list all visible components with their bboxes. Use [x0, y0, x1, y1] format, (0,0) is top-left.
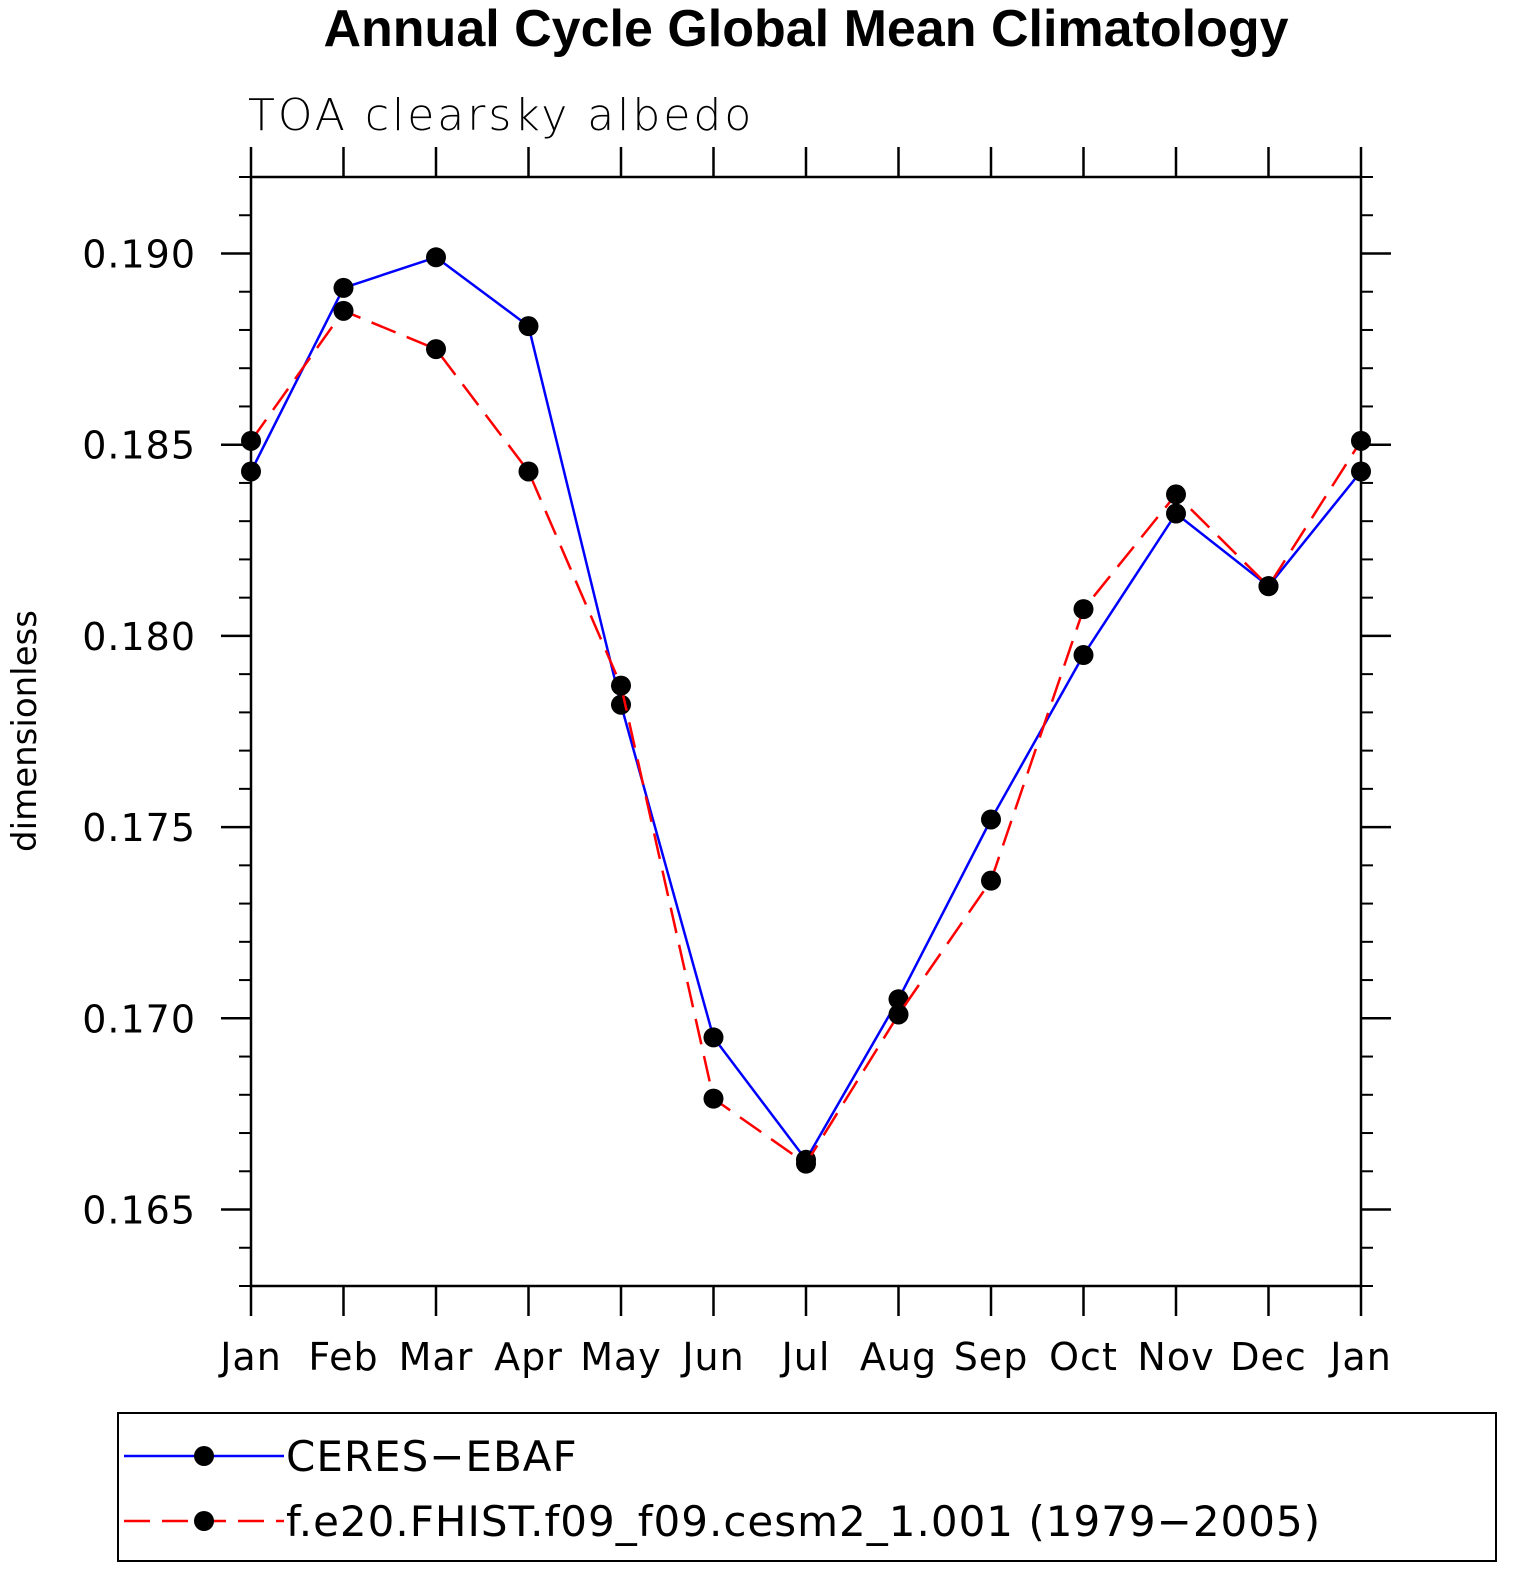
x-tick-label: Jun	[680, 1335, 744, 1379]
series-1	[241, 247, 1371, 1170]
data-point	[426, 339, 446, 360]
x-tick-label: Jan	[218, 1335, 282, 1379]
legend-label: f.e20.FHIST.f09_f09.cesm2_1.001 (1979−20…	[286, 1497, 1321, 1546]
series-line	[249, 256, 1362, 1162]
data-point	[703, 1027, 724, 1048]
data-point	[981, 809, 1001, 830]
data-point	[1166, 503, 1186, 524]
data-point	[888, 1004, 909, 1025]
data-point	[426, 247, 446, 268]
series-2	[241, 300, 1371, 1174]
legend-marker	[194, 1511, 214, 1531]
data-point	[611, 694, 631, 715]
legend-box	[117, 1412, 1497, 1562]
legend: CERES−EBAF f.e20.FHIST.f09_f09.cesm2_1.00…	[117, 1412, 1497, 1562]
data-point	[1073, 645, 1094, 666]
y-tick-label: 0.165	[82, 1189, 196, 1233]
data-point	[241, 461, 261, 482]
data-point	[1166, 484, 1186, 505]
data-point	[1351, 430, 1371, 451]
chart-subtitle: TOA clearsky albedo	[248, 90, 754, 141]
data-point	[1351, 461, 1371, 482]
x-tick-label: Oct	[1049, 1335, 1118, 1379]
x-tick-label: May	[580, 1335, 662, 1379]
x-tick-label: Feb	[308, 1335, 378, 1379]
data-point	[518, 461, 539, 482]
data-point	[703, 1088, 724, 1109]
data-point	[981, 870, 1001, 891]
y-axis-label: dimensionless	[5, 610, 45, 852]
x-tick-label: Aug	[860, 1335, 937, 1379]
legend-marker	[194, 1446, 214, 1466]
x-tick-label: Mar	[399, 1335, 474, 1379]
x-tick-label: Dec	[1230, 1335, 1307, 1379]
y-tick-label: 0.170	[82, 997, 196, 1041]
plot-frame	[249, 175, 1363, 1288]
y-tick-label: 0.190	[82, 232, 196, 276]
series-lines	[241, 247, 1371, 1174]
data-point	[333, 300, 354, 321]
y-tick-label: 0.185	[82, 424, 196, 468]
data-point	[1258, 576, 1279, 597]
series-line	[249, 309, 1363, 1165]
data-point	[241, 430, 261, 451]
y-tick-label: 0.180	[82, 615, 196, 659]
y-tick-label: 0.175	[82, 806, 196, 850]
chart-title: Annual Cycle Global Mean Climatology	[323, 0, 1288, 58]
data-point	[1073, 599, 1094, 620]
x-tick-label: Nov	[1137, 1335, 1214, 1379]
axes: Jan Feb Mar Apr May Jun Jul Aug Sep Oct Nov Dec Jan 0…	[82, 147, 1392, 1379]
x-tick-label: Jan	[1328, 1335, 1392, 1379]
data-point	[611, 675, 631, 696]
x-tick-label: Jul	[780, 1335, 831, 1379]
data-point	[796, 1153, 816, 1174]
data-point	[888, 989, 909, 1010]
x-tick-label: Sep	[954, 1335, 1029, 1379]
data-point	[518, 316, 539, 337]
legend-label: CERES−EBAF	[286, 1432, 578, 1481]
data-point	[333, 277, 354, 298]
x-tick-label: Apr	[494, 1335, 563, 1379]
